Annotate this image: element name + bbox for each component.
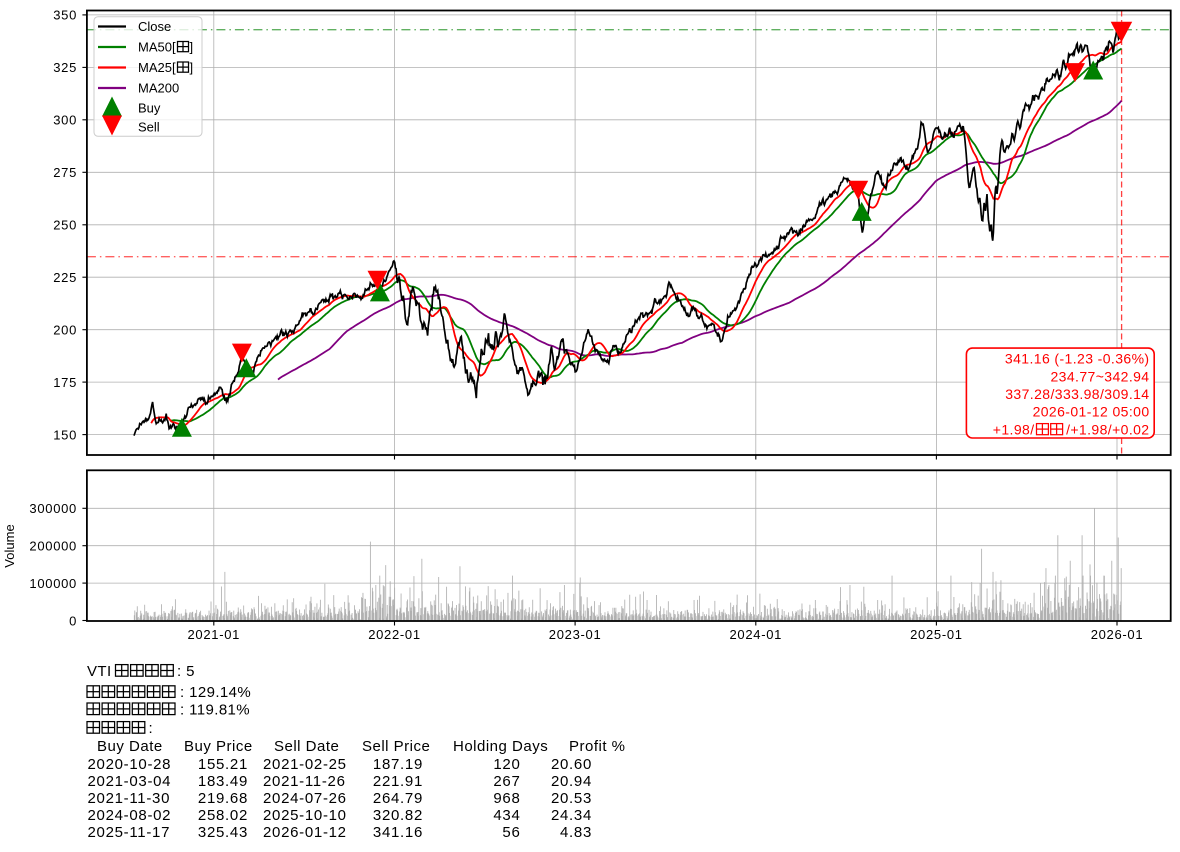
svg-text:20.53: 20.53 — [551, 790, 592, 807]
svg-text:221.91: 221.91 — [373, 773, 423, 790]
svg-text:VTI: VTI — [87, 663, 112, 680]
svg-text:20.94: 20.94 — [551, 773, 592, 790]
svg-text:0: 0 — [69, 613, 77, 628]
svg-text:2022-01: 2022-01 — [368, 627, 421, 642]
svg-text:MA25[: MA25[ — [138, 60, 176, 75]
svg-text:2021-03-04: 2021-03-04 — [88, 773, 172, 790]
svg-text:: 129.14%: : 129.14% — [180, 684, 251, 701]
svg-text:2024-08-02: 2024-08-02 — [88, 807, 172, 824]
svg-text:225: 225 — [53, 270, 77, 285]
svg-text:267: 267 — [493, 773, 520, 790]
svg-text:2025-11-17: 2025-11-17 — [88, 824, 171, 841]
svg-text:434: 434 — [493, 807, 520, 824]
svg-text:325: 325 — [53, 60, 77, 75]
svg-text:Profit %: Profit % — [569, 738, 626, 755]
svg-text:150: 150 — [53, 427, 77, 442]
svg-text:Buy Price: Buy Price — [184, 738, 253, 755]
svg-text:Close: Close — [138, 19, 171, 34]
svg-text:258.02: 258.02 — [198, 807, 248, 824]
svg-text:Volume: Volume — [2, 524, 17, 567]
svg-text:341.16: 341.16 — [373, 824, 423, 841]
svg-text:337.28/333.98/309.14: 337.28/333.98/309.14 — [1005, 386, 1149, 402]
svg-text:24.34: 24.34 — [551, 807, 592, 824]
svg-text:/+1.98/+0.02: /+1.98/+0.02 — [1066, 421, 1149, 437]
svg-text:: 5: : 5 — [177, 663, 195, 680]
svg-text:120: 120 — [493, 756, 520, 773]
svg-text:Holding Days: Holding Days — [453, 738, 548, 755]
svg-text:264.79: 264.79 — [373, 790, 423, 807]
svg-text:2025-01: 2025-01 — [910, 627, 963, 642]
svg-text:275: 275 — [53, 165, 77, 180]
svg-text:Buy Date: Buy Date — [97, 738, 163, 755]
svg-text:234.77~342.94: 234.77~342.94 — [1050, 368, 1149, 384]
svg-text:300000: 300000 — [29, 501, 77, 516]
svg-text:155.21: 155.21 — [198, 756, 248, 773]
svg-text:]: ] — [190, 60, 194, 75]
svg-text:2026-01-12 05:00: 2026-01-12 05:00 — [1033, 404, 1150, 420]
svg-text:250: 250 — [53, 218, 77, 233]
svg-text:200: 200 — [53, 323, 77, 338]
svg-text:2020-10-28: 2020-10-28 — [88, 756, 172, 773]
svg-text:200000: 200000 — [29, 539, 77, 554]
svg-text:MA200: MA200 — [138, 81, 179, 96]
svg-text:2026-01-12: 2026-01-12 — [263, 824, 347, 841]
svg-text:Sell Price: Sell Price — [362, 738, 430, 755]
svg-text:2024-07-26: 2024-07-26 — [263, 790, 347, 807]
svg-text:100000: 100000 — [29, 576, 77, 591]
svg-text:341.16 (-1.23 -0.36%): 341.16 (-1.23 -0.36%) — [1005, 351, 1150, 367]
svg-text:2026-01: 2026-01 — [1091, 627, 1144, 642]
svg-text:Sell: Sell — [138, 120, 160, 135]
svg-text:2021-11-26: 2021-11-26 — [263, 773, 346, 790]
svg-text:Sell Date: Sell Date — [274, 738, 339, 755]
svg-text:187.19: 187.19 — [373, 756, 423, 773]
svg-text:2024-01: 2024-01 — [729, 627, 782, 642]
svg-text:2023-01: 2023-01 — [549, 627, 602, 642]
svg-text:2021-11-30: 2021-11-30 — [88, 790, 171, 807]
svg-text:MA50[: MA50[ — [138, 40, 176, 55]
svg-text:2021-02-25: 2021-02-25 — [263, 756, 347, 773]
svg-text:2025-10-10: 2025-10-10 — [263, 807, 347, 824]
svg-text:4.83: 4.83 — [560, 824, 592, 841]
svg-text:320.82: 320.82 — [373, 807, 423, 824]
svg-text:2021-01: 2021-01 — [187, 627, 240, 642]
svg-text:Buy: Buy — [138, 101, 161, 116]
svg-text:56: 56 — [502, 824, 520, 841]
svg-text:20.60: 20.60 — [551, 756, 592, 773]
svg-text:219.68: 219.68 — [198, 790, 248, 807]
svg-text:175: 175 — [53, 375, 77, 390]
svg-text:968: 968 — [493, 790, 520, 807]
svg-text::: : — [149, 720, 154, 737]
svg-text:+1.98/: +1.98/ — [993, 421, 1035, 437]
svg-text:183.49: 183.49 — [198, 773, 248, 790]
svg-text:: 119.81%: : 119.81% — [180, 701, 250, 718]
svg-text:350: 350 — [53, 8, 77, 23]
svg-text:300: 300 — [53, 113, 77, 128]
svg-text:325.43: 325.43 — [198, 824, 248, 841]
svg-text:]: ] — [190, 40, 194, 55]
